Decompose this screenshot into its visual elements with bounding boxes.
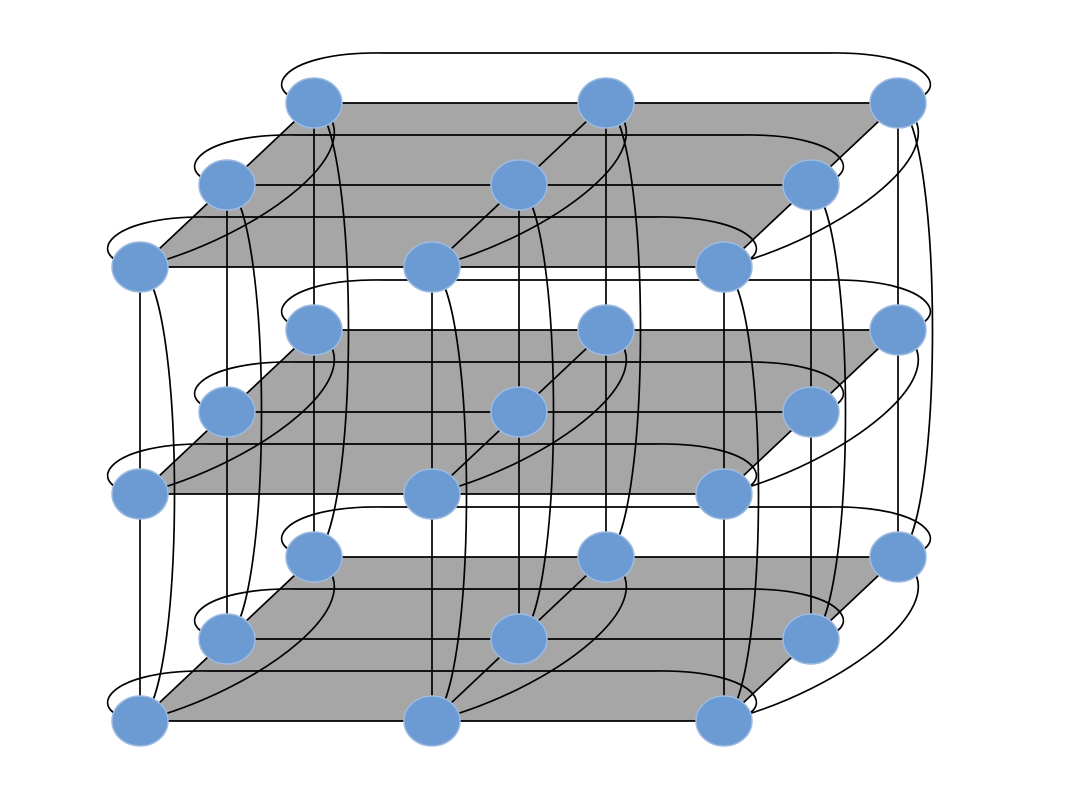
node: [403, 241, 461, 293]
layer-wrap-link: [810, 184, 847, 640]
column-wrap-link: [107, 443, 757, 495]
node: [198, 386, 256, 438]
node: [695, 241, 753, 293]
node: [111, 695, 169, 747]
node: [695, 468, 753, 520]
node: [782, 613, 840, 665]
column-wrap-link: [281, 506, 931, 558]
node: [695, 695, 753, 747]
column-wrap-link: [107, 670, 757, 722]
node: [198, 159, 256, 211]
node: [285, 304, 343, 356]
node: [111, 468, 169, 520]
column-wrap-link: [194, 361, 844, 413]
layer-wrap-link: [897, 102, 934, 558]
column-wrap-link: [281, 279, 931, 331]
node: [403, 468, 461, 520]
node: [285, 77, 343, 129]
node: [577, 77, 635, 129]
column-wrap-link: [194, 134, 844, 186]
node: [869, 304, 927, 356]
node: [490, 613, 548, 665]
layer-wrap-link: [226, 184, 263, 640]
node: [869, 531, 927, 583]
node: [577, 531, 635, 583]
layer-wrap-link: [313, 102, 350, 558]
node: [403, 695, 461, 747]
node: [577, 304, 635, 356]
column-wrap-link: [194, 588, 844, 640]
node: [782, 159, 840, 211]
layer-wrap-link: [139, 266, 176, 722]
node: [285, 531, 343, 583]
node: [869, 77, 927, 129]
node: [490, 386, 548, 438]
node: [782, 386, 840, 438]
nodes: [111, 77, 927, 747]
node: [490, 159, 548, 211]
layer-wrap-link: [518, 184, 555, 640]
layer-wrap-link: [431, 266, 468, 722]
layer-wrap-link: [723, 266, 760, 722]
node: [198, 613, 256, 665]
column-wrap-link: [281, 52, 931, 104]
node: [111, 241, 169, 293]
column-wrap-link: [107, 216, 757, 268]
layer-wrap-link: [605, 102, 642, 558]
